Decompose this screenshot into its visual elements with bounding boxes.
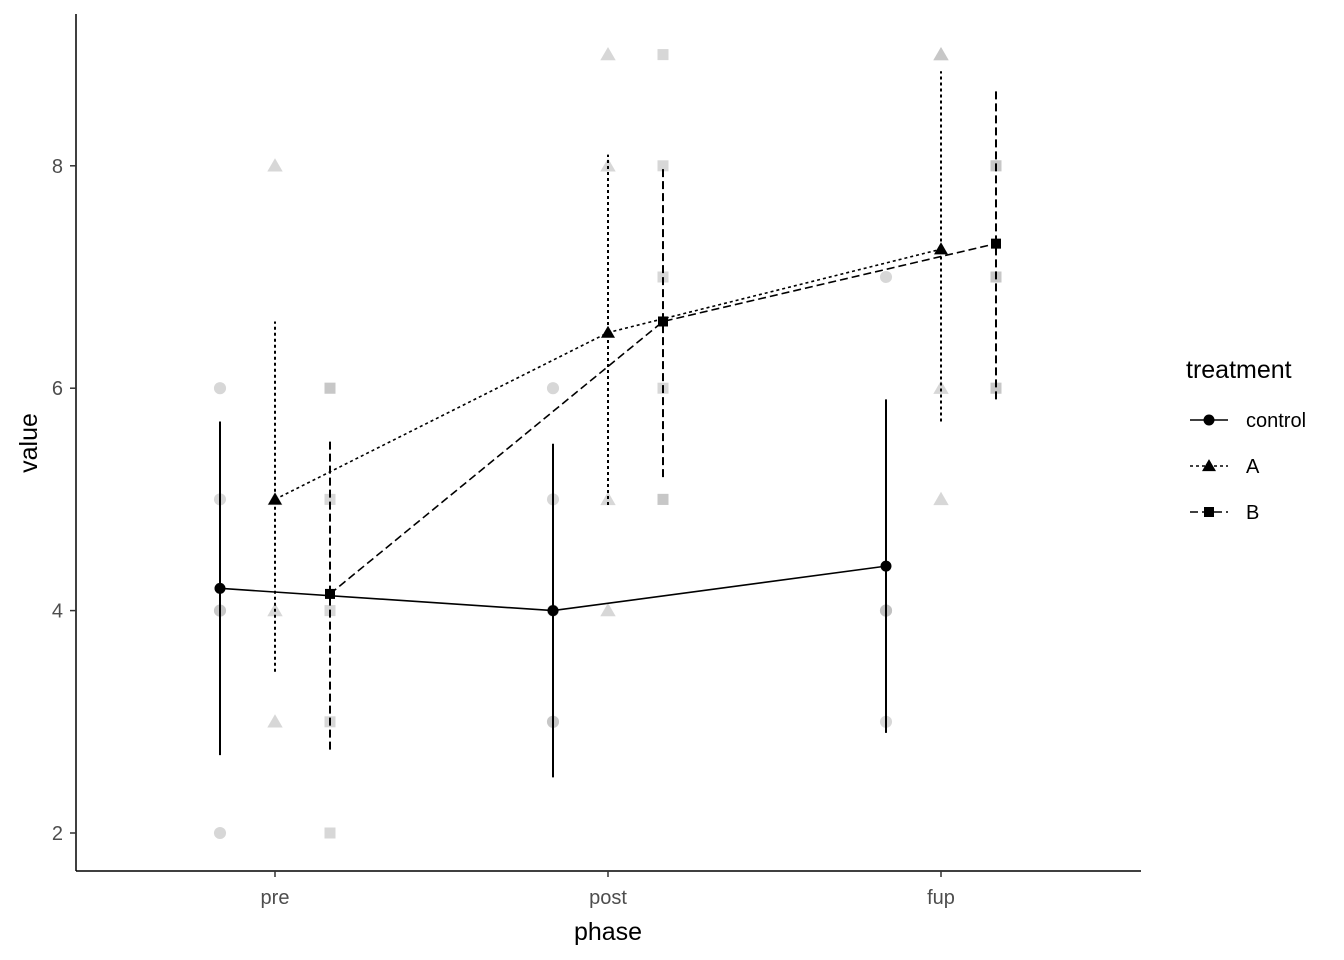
mean-point-B: [658, 316, 668, 327]
y-axis-title: value: [15, 413, 43, 473]
raw-point-B: [990, 382, 1002, 394]
legend-label-control: control: [1246, 410, 1306, 432]
raw-point-B: [657, 493, 669, 505]
raw-point-B: [657, 49, 669, 61]
raw-point-B: [324, 493, 336, 505]
raw-point-B: [657, 160, 669, 172]
y-ticks: 2 4 6 8: [52, 156, 76, 845]
raw-point-A: [600, 158, 616, 172]
mean-point-control: [880, 560, 892, 572]
x-ticks: pre post fup: [261, 871, 955, 909]
mean-point-A: [268, 492, 282, 505]
x-tick-label: fup: [927, 887, 955, 909]
legend-key-marker-A: [1202, 459, 1216, 472]
y-tick-label: 2: [52, 823, 63, 845]
x-tick-label: pre: [261, 887, 290, 909]
raw-point-B: [324, 382, 336, 394]
raw-point-control: [213, 826, 227, 840]
raw-point-B: [657, 271, 669, 283]
raw-point-A: [267, 714, 283, 728]
mean-point-B: [991, 238, 1001, 249]
mean-point-control: [547, 605, 559, 617]
legend-label-B: B: [1246, 502, 1259, 524]
mean-point-control: [214, 582, 226, 594]
raw-point-control: [879, 270, 893, 284]
mean-point-A: [934, 242, 948, 255]
y-tick-label: 4: [52, 601, 63, 623]
error-bars-layer: [219, 71, 997, 778]
raw-point-A: [600, 47, 616, 61]
y-tick-label: 8: [52, 156, 63, 178]
legend-key-marker-control: [1203, 414, 1215, 426]
legend-title: treatment: [1186, 356, 1292, 384]
x-axis-title: phase: [574, 918, 642, 946]
raw-point-control: [546, 382, 560, 395]
x-tick-label: post: [589, 887, 627, 909]
legend-key-marker-B: [1204, 507, 1214, 517]
raw-point-A: [267, 158, 283, 172]
raw-point-A: [600, 603, 616, 617]
raw-point-control: [213, 382, 227, 395]
legend: treatment control A B: [1186, 356, 1306, 524]
markers-layer: [214, 238, 1001, 617]
raw-point-A: [933, 380, 949, 394]
raw-point-A: [933, 491, 949, 506]
raw-point-B: [324, 827, 336, 839]
legend-label-A: A: [1246, 456, 1260, 478]
mean-point-A: [601, 325, 615, 338]
y-tick-label: 6: [52, 378, 63, 400]
raw-point-A: [933, 47, 949, 61]
mean-point-B: [325, 588, 335, 599]
